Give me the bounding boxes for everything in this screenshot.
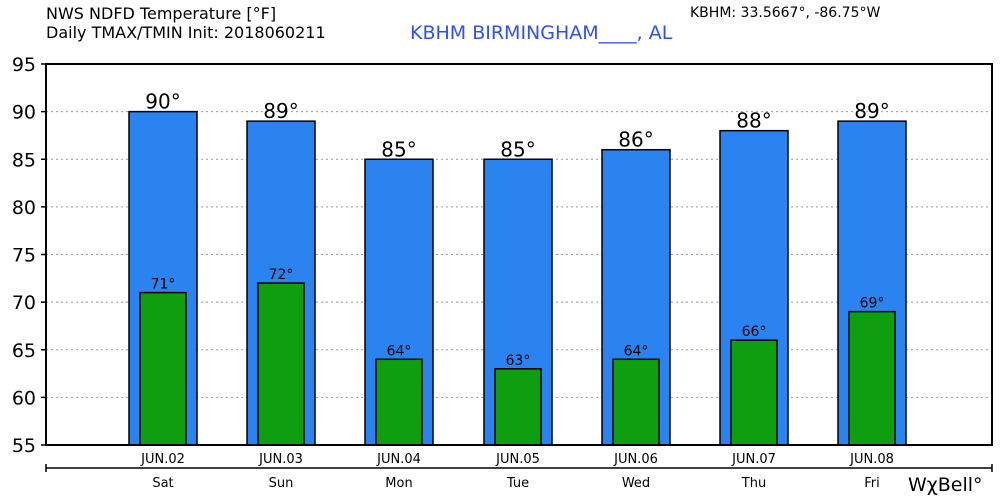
tmin-bar (139, 291, 187, 446)
tmin-label: 71° (151, 277, 176, 293)
y-tick-label: 55 (12, 435, 36, 457)
y-tick-label: 95 (12, 54, 36, 76)
y-tick-label: 65 (12, 340, 36, 362)
tmin-label: 64° (624, 343, 649, 359)
x-day-label: Thu (741, 476, 766, 491)
tmin-label: 69° (860, 296, 885, 312)
x-date-label: JUN.08 (849, 452, 894, 467)
tmax-label: 89° (263, 99, 298, 123)
y-tick-label: 70 (12, 292, 36, 314)
x-day-label: Tue (506, 476, 529, 491)
y-tick-label: 85 (12, 149, 36, 171)
x-day-label: Fri (864, 476, 880, 491)
x-day-label: Wed (622, 476, 650, 491)
x-date-label: JUN.05 (495, 452, 540, 467)
tmin-bar (494, 368, 542, 446)
tmin-label: 66° (742, 324, 767, 340)
x-date-label: JUN.07 (731, 452, 776, 467)
tmin-bar (257, 282, 305, 446)
tmin-bar (612, 358, 660, 446)
x-day-label: Sat (152, 476, 173, 491)
x-date-label: JUN.04 (376, 452, 421, 467)
chart-title: NWS NDFD Temperature [°F] (46, 4, 277, 23)
tmin-bar (375, 358, 423, 446)
x-day-label: Mon (385, 476, 412, 491)
tmin-bar (730, 339, 778, 446)
tmax-label: 89° (854, 99, 889, 123)
tmin-bar (848, 310, 896, 446)
wxbell-logo: WχBell° (908, 474, 983, 496)
x-date-label: JUN.06 (613, 452, 658, 467)
tmax-label: 86° (618, 128, 653, 152)
chart-subtitle: Daily TMAX/TMIN Init: 2018060211 (46, 23, 326, 42)
station-name: KBHM BIRMINGHAM____, AL (410, 22, 673, 44)
plot-frame (45, 63, 993, 446)
x-day-label: Sun (269, 476, 294, 491)
tmax-label: 88° (736, 109, 771, 133)
tmax-label: 85° (381, 137, 416, 161)
x-date-label: JUN.02 (140, 452, 185, 467)
tmax-label: 85° (500, 137, 535, 161)
y-tick-label: 80 (12, 197, 36, 219)
station-coords: KBHM: 33.5667°, -86.75°W (690, 5, 881, 21)
y-tick-label: 90 (12, 102, 36, 124)
x-date-label: JUN.03 (258, 452, 303, 467)
tmax-label: 90° (145, 90, 180, 114)
tmin-label: 63° (506, 353, 531, 369)
tmin-label: 72° (269, 267, 294, 283)
tmin-label: 64° (387, 343, 412, 359)
y-tick-label: 75 (12, 245, 36, 267)
y-tick-label: 60 (12, 387, 36, 409)
